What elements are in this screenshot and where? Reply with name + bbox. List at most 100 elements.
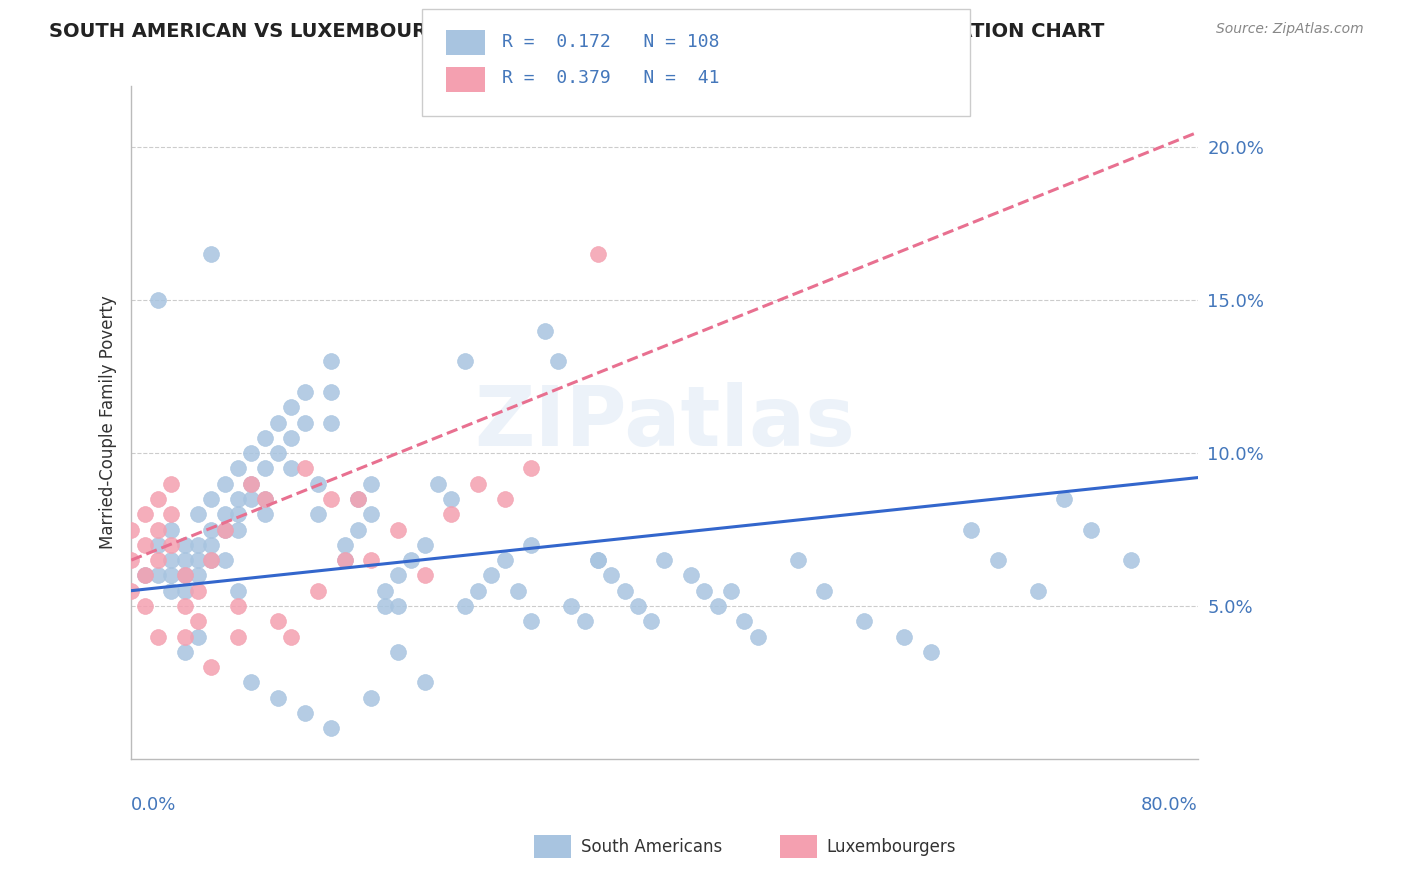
- Point: [187, 508, 209, 522]
- Point: [533, 324, 555, 338]
- Point: [1053, 491, 1076, 506]
- Point: [146, 538, 169, 552]
- Point: [134, 599, 156, 613]
- Point: [360, 690, 382, 705]
- Point: [214, 476, 236, 491]
- Point: [707, 599, 730, 613]
- Point: [347, 491, 370, 506]
- Point: [347, 523, 370, 537]
- Point: [586, 553, 609, 567]
- Point: [294, 416, 316, 430]
- Point: [547, 354, 569, 368]
- Point: [173, 645, 195, 659]
- Text: R =  0.172   N = 108: R = 0.172 N = 108: [502, 33, 720, 51]
- Point: [280, 401, 302, 415]
- Point: [240, 491, 263, 506]
- Point: [146, 293, 169, 308]
- Point: [200, 553, 222, 567]
- Point: [134, 568, 156, 582]
- Point: [173, 599, 195, 613]
- Point: [120, 583, 142, 598]
- Point: [387, 568, 409, 582]
- Point: [146, 630, 169, 644]
- Point: [253, 491, 276, 506]
- Point: [173, 583, 195, 598]
- Point: [413, 538, 436, 552]
- Point: [426, 476, 449, 491]
- Point: [280, 431, 302, 445]
- Point: [226, 491, 249, 506]
- Point: [467, 476, 489, 491]
- Point: [734, 614, 756, 628]
- Point: [200, 660, 222, 674]
- Text: 0.0%: 0.0%: [131, 796, 177, 814]
- Point: [720, 583, 742, 598]
- Point: [307, 476, 329, 491]
- Point: [440, 491, 463, 506]
- Point: [479, 568, 502, 582]
- Point: [226, 523, 249, 537]
- Point: [226, 599, 249, 613]
- Point: [200, 247, 222, 261]
- Point: [120, 523, 142, 537]
- Point: [321, 491, 343, 506]
- Point: [240, 476, 263, 491]
- Point: [373, 599, 395, 613]
- Point: [267, 690, 290, 705]
- Point: [574, 614, 596, 628]
- Point: [240, 446, 263, 460]
- Point: [387, 645, 409, 659]
- Point: [520, 614, 543, 628]
- Point: [333, 553, 356, 567]
- Point: [321, 384, 343, 399]
- Point: [786, 553, 808, 567]
- Point: [173, 538, 195, 552]
- Point: [226, 461, 249, 475]
- Point: [200, 491, 222, 506]
- Point: [134, 538, 156, 552]
- Point: [893, 630, 915, 644]
- Point: [253, 491, 276, 506]
- Point: [494, 553, 516, 567]
- Point: [187, 568, 209, 582]
- Point: [200, 523, 222, 537]
- Point: [160, 583, 183, 598]
- Point: [253, 508, 276, 522]
- Point: [321, 354, 343, 368]
- Point: [600, 568, 623, 582]
- Point: [987, 553, 1010, 567]
- Point: [520, 538, 543, 552]
- Text: ZIPatlas: ZIPatlas: [474, 382, 855, 463]
- Point: [214, 523, 236, 537]
- Point: [1026, 583, 1049, 598]
- Point: [960, 523, 983, 537]
- Text: Source: ZipAtlas.com: Source: ZipAtlas.com: [1216, 22, 1364, 37]
- Point: [640, 614, 662, 628]
- Point: [187, 583, 209, 598]
- Point: [413, 675, 436, 690]
- Point: [413, 568, 436, 582]
- Point: [321, 416, 343, 430]
- Point: [214, 508, 236, 522]
- Point: [520, 461, 543, 475]
- Point: [187, 538, 209, 552]
- Point: [160, 538, 183, 552]
- Point: [373, 583, 395, 598]
- Point: [160, 523, 183, 537]
- Point: [813, 583, 835, 598]
- Point: [267, 614, 290, 628]
- Point: [160, 476, 183, 491]
- Point: [173, 568, 195, 582]
- Point: [467, 583, 489, 598]
- Point: [693, 583, 716, 598]
- Point: [173, 553, 195, 567]
- Point: [453, 354, 475, 368]
- Point: [294, 384, 316, 399]
- Point: [321, 721, 343, 735]
- Point: [347, 491, 370, 506]
- Point: [506, 583, 529, 598]
- Text: R =  0.379   N =  41: R = 0.379 N = 41: [502, 70, 720, 87]
- Point: [134, 568, 156, 582]
- Point: [226, 630, 249, 644]
- Point: [253, 431, 276, 445]
